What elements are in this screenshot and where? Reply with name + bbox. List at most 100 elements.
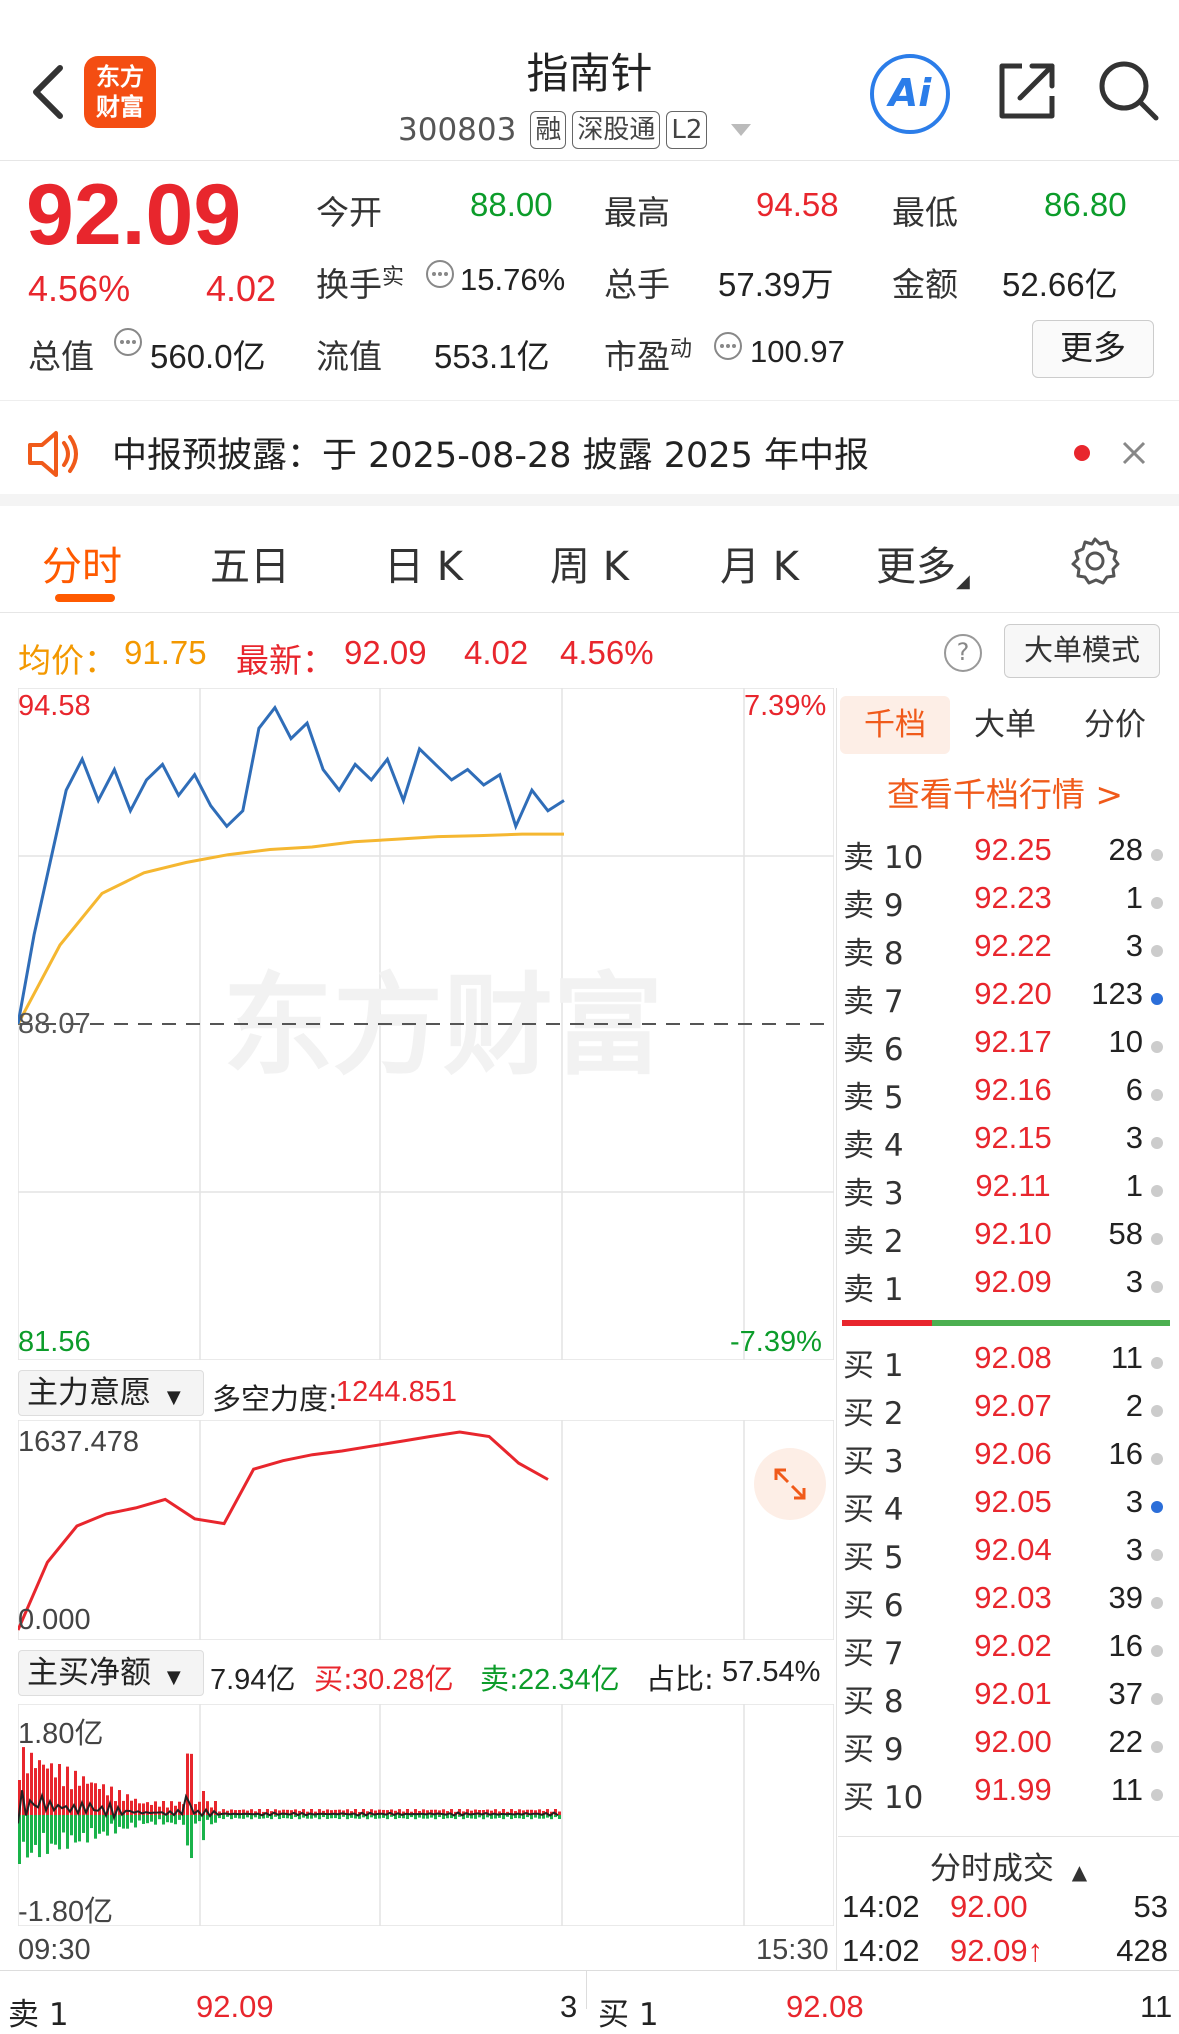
bid-row[interactable]: 买 1 92.08 11 xyxy=(843,1340,1173,1386)
more-dots-icon[interactable] xyxy=(112,326,144,358)
expand-button[interactable] xyxy=(754,1448,826,1520)
ask-volume: 1 xyxy=(1125,880,1143,915)
search-icon[interactable] xyxy=(1096,58,1162,124)
bid-price: 92.07 xyxy=(974,1388,1052,1423)
ask-row[interactable]: 卖 1 92.09 3 xyxy=(843,1264,1173,1310)
buy-bar xyxy=(26,1773,29,1815)
tab-depth[interactable]: 千档 xyxy=(840,696,950,754)
ask-row[interactable]: 卖 4 92.15 3 xyxy=(843,1120,1173,1166)
avg-label: 均价： xyxy=(18,641,117,680)
ask-row[interactable]: 卖 7 92.20 123 xyxy=(843,976,1173,1022)
ask-price: 92.25 xyxy=(974,832,1052,867)
sell-bar xyxy=(150,1815,153,1822)
bid-level-label: 买 10 xyxy=(843,1780,924,1816)
indicator-select-main-force[interactable]: 主力意愿 ▼ xyxy=(18,1370,204,1416)
y-tick-mid: 88.07 xyxy=(18,1008,91,1040)
buy-bar xyxy=(174,1805,177,1815)
buy-bar xyxy=(414,1809,417,1815)
settings-gear-icon[interactable] xyxy=(1070,536,1120,586)
indicator-select-net-buy[interactable]: 主买净额 ▼ xyxy=(18,1650,204,1696)
ask-row[interactable]: 卖 8 92.22 3 xyxy=(843,928,1173,974)
ask-level-label: 卖 3 xyxy=(843,1176,904,1212)
trades-header[interactable]: 分时成交 ▲ xyxy=(838,1843,1179,1888)
tab-daily-k[interactable]: 日 K xyxy=(384,544,463,590)
ask-row[interactable]: 卖 6 92.17 10 xyxy=(843,1024,1173,1070)
buy-bar xyxy=(402,1811,405,1815)
tab-monthly-k[interactable]: 月 K xyxy=(720,544,799,590)
more-dots-icon[interactable] xyxy=(712,330,744,362)
help-icon[interactable]: ? xyxy=(944,634,982,672)
stock-code-row[interactable]: 300803 融 深股通 L2 xyxy=(398,108,755,152)
bid-level-label: 买 7 xyxy=(843,1636,904,1672)
big-order-mode-button[interactable]: 大单模式 xyxy=(1004,624,1160,678)
share-icon[interactable] xyxy=(994,58,1060,124)
sell-bar xyxy=(74,1815,77,1843)
back-arrow-icon[interactable] xyxy=(28,62,68,122)
tab-intraday[interactable]: 分时 xyxy=(42,544,122,590)
bid-row[interactable]: 买 8 92.01 37 xyxy=(843,1676,1173,1722)
trades-panel[interactable]: 分时成交 ▲ 14:02 92.00 53 14:02 92.09↑ 428 xyxy=(838,1836,1179,1971)
ai-button[interactable]: Ai xyxy=(870,54,950,134)
ask-row[interactable]: 卖 10 92.25 28 xyxy=(843,832,1173,878)
sell-bar xyxy=(134,1815,137,1828)
sell-bar xyxy=(466,1815,469,1818)
bid-row[interactable]: 买 10 91.99 11 xyxy=(843,1772,1173,1818)
notice-bar[interactable]: 中报预披露：于 2025-08-28 披露 2025 年中报 xyxy=(0,400,1179,506)
buy-bar xyxy=(266,1809,269,1815)
ask-row[interactable]: 卖 3 92.11 1 xyxy=(843,1168,1173,1214)
bid-row[interactable]: 买 6 92.03 39 xyxy=(843,1580,1173,1626)
more-quote-button[interactable]: 更多 xyxy=(1032,320,1154,378)
buy-bar xyxy=(466,1809,469,1815)
buy-bar xyxy=(198,1801,201,1815)
ask-row[interactable]: 卖 9 92.23 1 xyxy=(843,880,1173,926)
grid-lines xyxy=(18,1420,834,1640)
buy-bar xyxy=(282,1809,285,1815)
bid-row[interactable]: 买 9 92.00 22 xyxy=(843,1724,1173,1770)
sell-bar xyxy=(558,1815,561,1819)
dropdown-triangle-icon[interactable] xyxy=(727,120,755,140)
sell-bar xyxy=(362,1815,365,1818)
ask-price: 92.22 xyxy=(974,928,1052,963)
close-icon[interactable] xyxy=(1120,439,1148,467)
tab-price-distribution[interactable]: 分价 xyxy=(1084,707,1146,743)
sell-bar xyxy=(438,1815,441,1818)
high-value: 94.58 xyxy=(756,186,839,223)
tab-big-order[interactable]: 大单 xyxy=(974,707,1036,743)
buy-bar xyxy=(34,1768,37,1815)
ask-row[interactable]: 卖 2 92.10 58 xyxy=(843,1216,1173,1262)
tab-weekly-k[interactable]: 周 K xyxy=(550,544,629,590)
level-dot-icon xyxy=(1151,1089,1163,1101)
tab-more[interactable]: 更多◢ xyxy=(876,534,970,592)
sell-bar xyxy=(262,1815,265,1819)
sell-bar xyxy=(122,1815,125,1829)
ask-row[interactable]: 卖 5 92.16 6 xyxy=(843,1072,1173,1118)
buy-bar xyxy=(558,1811,561,1815)
sell-bar xyxy=(94,1815,97,1839)
buy-bar xyxy=(246,1810,249,1815)
turnover-value: 15.76% xyxy=(460,262,566,297)
pe-label[interactable]: 市盈动 xyxy=(604,330,692,378)
sell-bar xyxy=(34,1815,37,1845)
bid-row[interactable]: 买 2 92.07 2 xyxy=(843,1388,1173,1434)
buy-bar xyxy=(534,1810,537,1815)
intraday-price-chart[interactable]: 东方财富 xyxy=(18,688,834,1360)
net-buy-chart[interactable] xyxy=(18,1704,834,1926)
sell-bar xyxy=(350,1815,353,1818)
bid-row[interactable]: 买 7 92.02 16 xyxy=(843,1628,1173,1674)
turnover-label[interactable]: 换手实 xyxy=(316,258,404,306)
tab-five-day[interactable]: 五日 xyxy=(210,544,290,590)
sell-bar xyxy=(434,1815,437,1820)
more-dots-icon[interactable] xyxy=(424,258,456,290)
buy-bar xyxy=(222,1809,225,1815)
sell-bar xyxy=(386,1815,389,1820)
buy-bar xyxy=(394,1810,397,1815)
main-force-chart[interactable] xyxy=(18,1420,834,1640)
sell-bar xyxy=(206,1815,209,1820)
bid-row[interactable]: 买 5 92.04 3 xyxy=(843,1532,1173,1578)
amount-value: 52.66亿 xyxy=(1002,266,1118,303)
bid-row[interactable]: 买 3 92.06 16 xyxy=(843,1436,1173,1482)
sell-bar xyxy=(414,1815,417,1820)
view-depth-link[interactable]: 查看千档行情 > xyxy=(886,775,1124,814)
bid-level-label: 买 9 xyxy=(843,1732,904,1768)
bid-row[interactable]: 买 4 92.05 3 xyxy=(843,1484,1173,1530)
